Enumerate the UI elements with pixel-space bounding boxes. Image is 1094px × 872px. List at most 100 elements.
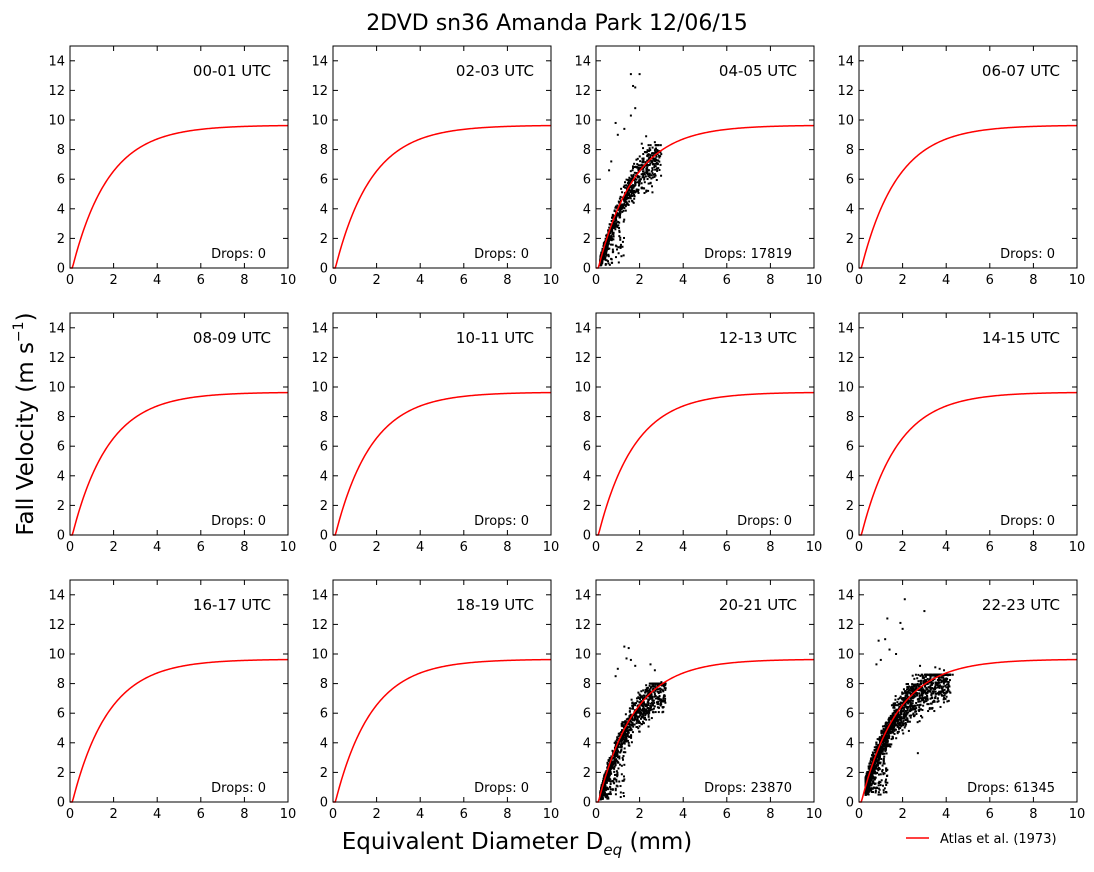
drop-point [635,188,638,191]
drop-point [623,738,626,741]
x-tick-label: 4 [679,540,687,555]
drop-point [634,191,637,194]
drop-point [877,773,880,776]
drop-point [875,750,878,753]
drop-point [611,762,614,765]
drop-point [870,773,873,776]
drop-point-outlier [610,160,613,163]
x-tick-label: 8 [503,273,511,288]
drop-point [881,747,884,750]
x-tick-label: 4 [153,273,161,288]
drop-point [882,762,885,765]
y-tick-label: 14 [48,321,65,336]
drop-point [604,781,607,784]
drop-point [930,683,933,686]
drop-point [875,759,878,762]
drop-point [885,734,888,737]
drop-point [637,188,640,191]
drop-point [883,732,886,735]
drop-point [613,222,616,225]
drop-point [882,727,885,730]
drop-point [906,717,909,720]
drop-point [630,717,633,720]
drop-point [637,727,640,730]
drop-point [631,704,634,707]
drop-point [885,747,888,750]
drop-point [630,728,633,731]
drop-point [643,178,646,181]
drop-point [613,756,616,759]
drop-point [628,735,631,738]
drop-point [947,684,950,687]
drop-point [637,696,640,699]
drop-point [921,691,924,694]
drop-point [636,176,639,179]
drop-point [912,713,915,716]
drop-point [621,203,624,206]
drop-point [924,685,927,688]
drop-point [633,713,636,716]
drop-point [942,698,945,701]
drop-point [656,684,659,687]
drop-point [621,756,624,759]
drop-point [641,165,644,168]
drop-point [632,184,635,187]
drop-point [639,178,642,181]
drop-point [610,772,613,775]
drop-point [883,725,886,728]
drop-point [883,742,886,745]
drop-point [646,178,649,181]
drop-point [624,205,627,208]
drop-point-outlier [903,598,906,601]
drop-point-outlier [653,669,656,672]
drop-point [879,746,882,749]
drop-point [911,674,914,677]
drop-point [642,711,645,714]
drop-point [646,173,649,176]
drop-point [622,741,625,744]
drop-point [919,681,922,684]
drop-point [628,729,631,732]
drop-point [869,783,872,786]
drop-point [651,191,654,194]
drop-point [602,243,605,246]
axes-frame [858,312,1078,536]
drop-point [942,701,945,704]
drop-point [642,707,645,710]
drop-point [622,733,625,736]
drop-point [890,730,893,733]
drop-point [624,181,627,184]
drop-point [643,702,646,705]
drop-point [610,258,613,261]
drop-point [612,238,615,241]
drop-point [612,225,615,228]
drop-point [871,780,874,783]
drop-point [881,770,884,773]
drop-point-outlier [632,84,635,87]
drop-point [604,788,607,791]
drop-point [601,247,604,250]
y-tick-label: 12 [837,618,854,633]
x-tick-label: 2 [372,540,380,555]
drop-point [871,751,874,754]
drop-point [630,179,633,182]
drop-point [656,688,659,691]
x-tick-label: 0 [855,540,863,555]
drop-point [661,700,664,703]
drop-point [946,673,949,676]
drop-point [917,709,920,712]
drop-point [627,183,630,186]
drop-point [655,151,658,154]
drop-point [878,782,881,785]
drop-point [630,698,633,701]
drop-point [900,724,903,727]
drop-point [901,698,904,701]
drop-point [622,751,625,754]
drop-point [917,689,920,692]
atlas-curve [70,124,289,269]
drop-point [622,220,625,223]
drop-point [638,167,641,170]
drop-point [610,234,613,237]
drop-point-outlier [895,653,898,655]
